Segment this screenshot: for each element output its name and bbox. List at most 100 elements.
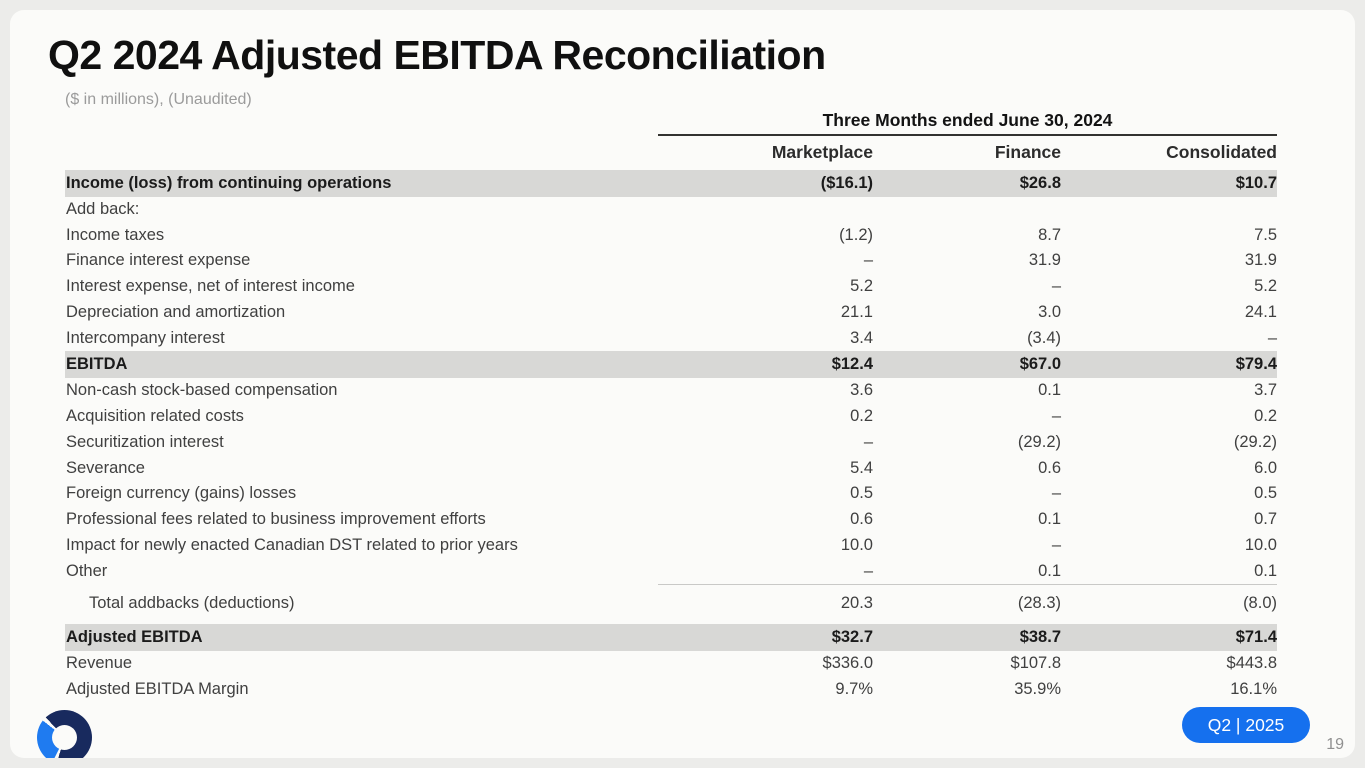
cell-finance: 31.9	[1028, 251, 1061, 270]
cell-consolidated: $79.4	[1235, 355, 1277, 374]
cell-consolidated: 0.2	[1254, 406, 1277, 425]
slide-subtitle: ($ in millions), (Unaudited)	[65, 91, 252, 108]
label-column-spacer	[65, 142, 658, 163]
table-row: Impact for newly enacted Canadian DST re…	[65, 533, 1277, 559]
row-label: Non-cash stock-based compensation	[66, 381, 338, 400]
slide-title: Q2 2024 Adjusted EBITDA Reconciliation	[48, 32, 826, 78]
cell-marketplace: 21.1	[840, 303, 873, 322]
row-label: Adjusted EBITDA Margin	[66, 679, 249, 698]
row-label: Income (loss) from continuing operations	[66, 173, 392, 192]
cell-marketplace: 0.6	[850, 510, 873, 529]
table-row: Professional fees related to business im…	[65, 507, 1277, 533]
cell-marketplace: 20.3	[840, 594, 873, 613]
cell-consolidated: $10.7	[1235, 173, 1277, 192]
column-header-finance: Finance	[994, 142, 1061, 162]
row-label: Professional fees related to business im…	[66, 510, 486, 529]
table-row: Non-cash stock-based compensation 3.6 0.1 3…	[65, 378, 1277, 404]
period-header-row: Three Months ended June 30, 2024	[65, 104, 1277, 136]
cell-finance: 0.6	[1038, 458, 1061, 477]
row-label: Acquisition related costs	[66, 406, 244, 425]
row-label: Add back:	[66, 199, 140, 218]
cell-finance: –	[1051, 406, 1061, 425]
cell-consolidated: 0.1	[1254, 561, 1277, 580]
cell-marketplace: ($16.1)	[820, 173, 873, 192]
row-label: Depreciation and amortization	[66, 303, 286, 322]
cell-consolidated: 5.2	[1254, 277, 1277, 296]
row-label: Impact for newly enacted Canadian DST re…	[66, 535, 518, 554]
period-header: Three Months ended June 30, 2024	[658, 104, 1277, 136]
cell-consolidated: 0.7	[1254, 510, 1277, 529]
cell-finance: –	[1051, 277, 1061, 296]
table-row: Other – 0.1 0.1	[65, 558, 1277, 584]
cell-marketplace: 10.0	[840, 535, 873, 554]
cell-marketplace: –	[863, 251, 873, 270]
cell-consolidated: 16.1%	[1230, 679, 1277, 698]
row-label: EBITDA	[66, 355, 128, 374]
cell-finance: –	[1051, 535, 1061, 554]
cell-finance: (3.4)	[1027, 328, 1061, 347]
cell-consolidated: 31.9	[1244, 251, 1277, 270]
table-row: Revenue $336.0 $107.8 $443.8	[65, 651, 1277, 677]
row-label: Intercompany interest	[66, 328, 225, 347]
table-row: Depreciation and amortization 21.1 3.0 24.1	[65, 300, 1277, 326]
cell-finance: 0.1	[1038, 510, 1061, 529]
cell-finance: $107.8	[1010, 654, 1061, 673]
cell-consolidated: 0.5	[1254, 484, 1277, 503]
cell-consolidated: $71.4	[1235, 627, 1277, 646]
cell-finance: $38.7	[1019, 627, 1061, 646]
cell-finance: 8.7	[1038, 225, 1061, 244]
row-label: Revenue	[66, 654, 133, 673]
column-header-consolidated: Consolidated	[1166, 142, 1277, 162]
row-label: Securitization interest	[66, 432, 224, 451]
table-body: Income (loss) from continuing operations…	[65, 170, 1277, 702]
row-label: Interest expense, net of interest income	[66, 277, 355, 296]
cell-marketplace: 3.6	[850, 381, 873, 400]
cell-marketplace: $12.4	[831, 355, 873, 374]
cell-marketplace: –	[863, 432, 873, 451]
table-row: Interest expense, net of interest income…	[65, 274, 1277, 300]
ebitda-reconciliation-table: Three Months ended June 30, 2024 Marketp…	[65, 104, 1277, 702]
cell-finance: $67.0	[1019, 355, 1061, 374]
table-row: Adjusted EBITDA Margin 9.7% 35.9% 16.1%	[65, 676, 1277, 702]
table-row: Severance 5.4 0.6 6.0	[65, 455, 1277, 481]
cell-finance: 0.1	[1038, 561, 1061, 580]
cell-marketplace: 3.4	[850, 328, 873, 347]
cell-marketplace: 0.2	[850, 406, 873, 425]
table-row: Finance interest expense – 31.9 31.9	[65, 248, 1277, 274]
table-row: Add back:	[65, 197, 1277, 223]
quarter-badge: Q2 | 2025	[1182, 707, 1310, 743]
cell-consolidated: 7.5	[1254, 225, 1277, 244]
row-label: Other	[66, 561, 108, 580]
row-label: Foreign currency (gains) losses	[66, 484, 297, 503]
cell-finance: 0.1	[1038, 381, 1061, 400]
table-row: Securitization interest – (29.2) (29.2)	[65, 429, 1277, 455]
cell-marketplace: $32.7	[831, 627, 873, 646]
cell-marketplace: 0.5	[850, 484, 873, 503]
cell-finance: (28.3)	[1017, 594, 1061, 613]
cell-consolidated: $443.8	[1226, 654, 1277, 673]
cell-finance: –	[1051, 484, 1061, 503]
table-row: Adjusted EBITDA $32.7 $38.7 $71.4	[65, 624, 1277, 651]
row-label: Total addbacks (deductions)	[89, 594, 295, 613]
presentation-slide: Q2 2024 Adjusted EBITDA Reconciliation (…	[10, 10, 1355, 758]
table-row: EBITDA $12.4 $67.0 $79.4	[65, 351, 1277, 378]
table-row: Income (loss) from continuing operations…	[65, 170, 1277, 197]
cell-marketplace: 5.2	[850, 277, 873, 296]
page-number: 19	[1326, 736, 1344, 753]
table-row: Income taxes (1.2) 8.7 7.5	[65, 222, 1277, 248]
cell-consolidated: 10.0	[1244, 535, 1277, 554]
column-header-marketplace: Marketplace	[771, 142, 873, 162]
cell-marketplace: (1.2)	[839, 225, 873, 244]
cell-consolidated: (29.2)	[1233, 432, 1277, 451]
row-label: Severance	[66, 458, 145, 477]
cell-consolidated: (8.0)	[1243, 594, 1277, 613]
cell-marketplace: –	[863, 561, 873, 580]
period-header-spacer	[65, 104, 658, 136]
table-row: Total addbacks (deductions) 20.3 (28.3) (8.…	[65, 584, 1277, 624]
cell-finance: 35.9%	[1014, 679, 1061, 698]
table-row: Foreign currency (gains) losses 0.5 – 0.5	[65, 481, 1277, 507]
cell-marketplace: 9.7%	[835, 679, 873, 698]
table-row: Acquisition related costs 0.2 – 0.2	[65, 404, 1277, 430]
cell-consolidated: –	[1267, 328, 1277, 347]
